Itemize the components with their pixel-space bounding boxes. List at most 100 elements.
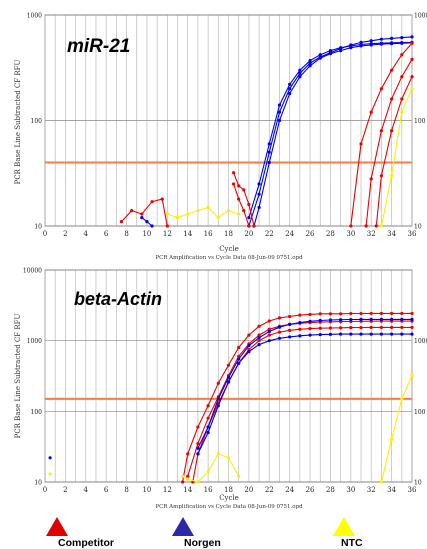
y-tick-label: 1000 xyxy=(27,338,42,345)
data-point xyxy=(308,58,312,63)
data-point xyxy=(242,208,246,213)
data-point xyxy=(247,202,251,207)
grid xyxy=(44,14,413,227)
data-point xyxy=(247,216,251,220)
data-point xyxy=(206,416,210,420)
data-point xyxy=(390,42,394,46)
data-point xyxy=(247,333,251,337)
data-point xyxy=(400,332,404,336)
y-tick-label-right: 1000 xyxy=(414,338,427,345)
data-point xyxy=(226,208,231,213)
data-point xyxy=(267,339,271,343)
grid xyxy=(44,269,413,483)
data-point xyxy=(318,56,322,60)
series-group xyxy=(45,35,414,228)
data-point xyxy=(175,216,180,220)
data-point xyxy=(196,208,200,213)
series-1 xyxy=(247,40,414,220)
data-point xyxy=(390,317,394,321)
series-10 xyxy=(165,205,241,220)
x-tick-label: 2 xyxy=(63,486,67,494)
data-point xyxy=(318,326,322,330)
data-point xyxy=(206,425,210,429)
data-point xyxy=(349,46,353,50)
chart-beta-actin: PCR Base Line Subtracted CF RFU 0 2 4 6 8 10 1… xyxy=(14,268,427,511)
data-point xyxy=(318,318,322,323)
data-point xyxy=(400,110,404,114)
data-point xyxy=(410,374,414,378)
data-point xyxy=(410,41,414,45)
data-point xyxy=(181,474,185,479)
data-point xyxy=(308,64,312,68)
data-point xyxy=(226,376,231,380)
data-point xyxy=(379,317,384,321)
data-point xyxy=(339,312,343,316)
data-point xyxy=(150,224,154,228)
data-point xyxy=(390,68,394,72)
x-axis-label: Cycle xyxy=(219,494,239,502)
x-tick-label: 0 xyxy=(43,230,47,238)
x-tick-label: 26 xyxy=(306,486,315,494)
data-point xyxy=(379,174,384,178)
data-point xyxy=(288,87,292,91)
data-point xyxy=(308,333,312,337)
data-point xyxy=(288,322,292,326)
data-point xyxy=(379,42,384,46)
data-point xyxy=(400,325,404,330)
data-point xyxy=(349,317,353,322)
data-point xyxy=(216,404,220,408)
data-point xyxy=(231,182,236,186)
chart-title: beta-Actin xyxy=(74,289,162,309)
x-tick-label: 36 xyxy=(408,486,417,494)
data-point xyxy=(328,48,333,53)
data-point xyxy=(400,397,404,401)
series-line xyxy=(182,312,412,483)
data-point xyxy=(288,328,292,332)
data-point xyxy=(328,312,333,316)
data-point xyxy=(140,216,144,220)
data-point xyxy=(267,333,271,337)
data-point xyxy=(410,332,414,336)
data-point xyxy=(328,52,333,56)
data-point xyxy=(277,118,282,123)
data-point xyxy=(288,314,292,319)
y-tick-label: 1000 xyxy=(27,13,42,20)
data-point xyxy=(277,110,282,114)
data-point xyxy=(308,327,312,331)
data-point xyxy=(359,44,363,48)
data-point xyxy=(400,311,404,316)
x-tick-label: 18 xyxy=(224,486,233,494)
data-point xyxy=(186,474,190,479)
x-tick-label: 30 xyxy=(346,230,355,238)
data-point xyxy=(318,332,322,337)
y-axis-label: PCR Base Line Subtracted CF RFU xyxy=(14,314,22,439)
x-tick-label: 0 xyxy=(43,486,47,494)
x-tick-label: 28 xyxy=(326,230,335,238)
data-point xyxy=(364,224,368,228)
data-point xyxy=(369,325,373,330)
data-point xyxy=(374,224,378,228)
data-point xyxy=(410,75,414,79)
data-point xyxy=(257,182,261,186)
data-point xyxy=(237,357,241,361)
data-point xyxy=(390,437,394,442)
data-point xyxy=(237,361,241,365)
x-tick-label: 8 xyxy=(124,230,128,238)
data-point xyxy=(277,316,282,320)
data-point xyxy=(359,317,363,321)
tick-labels: 0 2 4 6 8 10 12 14 16 18 20 22 24 26 28 30 32 34 361010010… xyxy=(27,13,427,239)
data-point xyxy=(298,68,302,72)
data-point xyxy=(257,324,261,328)
data-point xyxy=(196,441,200,446)
y-tick-label-right: 10 xyxy=(414,224,422,231)
series-line xyxy=(167,206,239,219)
data-point xyxy=(359,332,363,336)
data-point xyxy=(130,208,134,213)
x-tick-label: 6 xyxy=(104,230,109,238)
data-point xyxy=(237,197,241,201)
data-point xyxy=(410,87,414,91)
data-point xyxy=(400,41,404,45)
data-point xyxy=(379,311,384,316)
data-point xyxy=(48,456,52,460)
